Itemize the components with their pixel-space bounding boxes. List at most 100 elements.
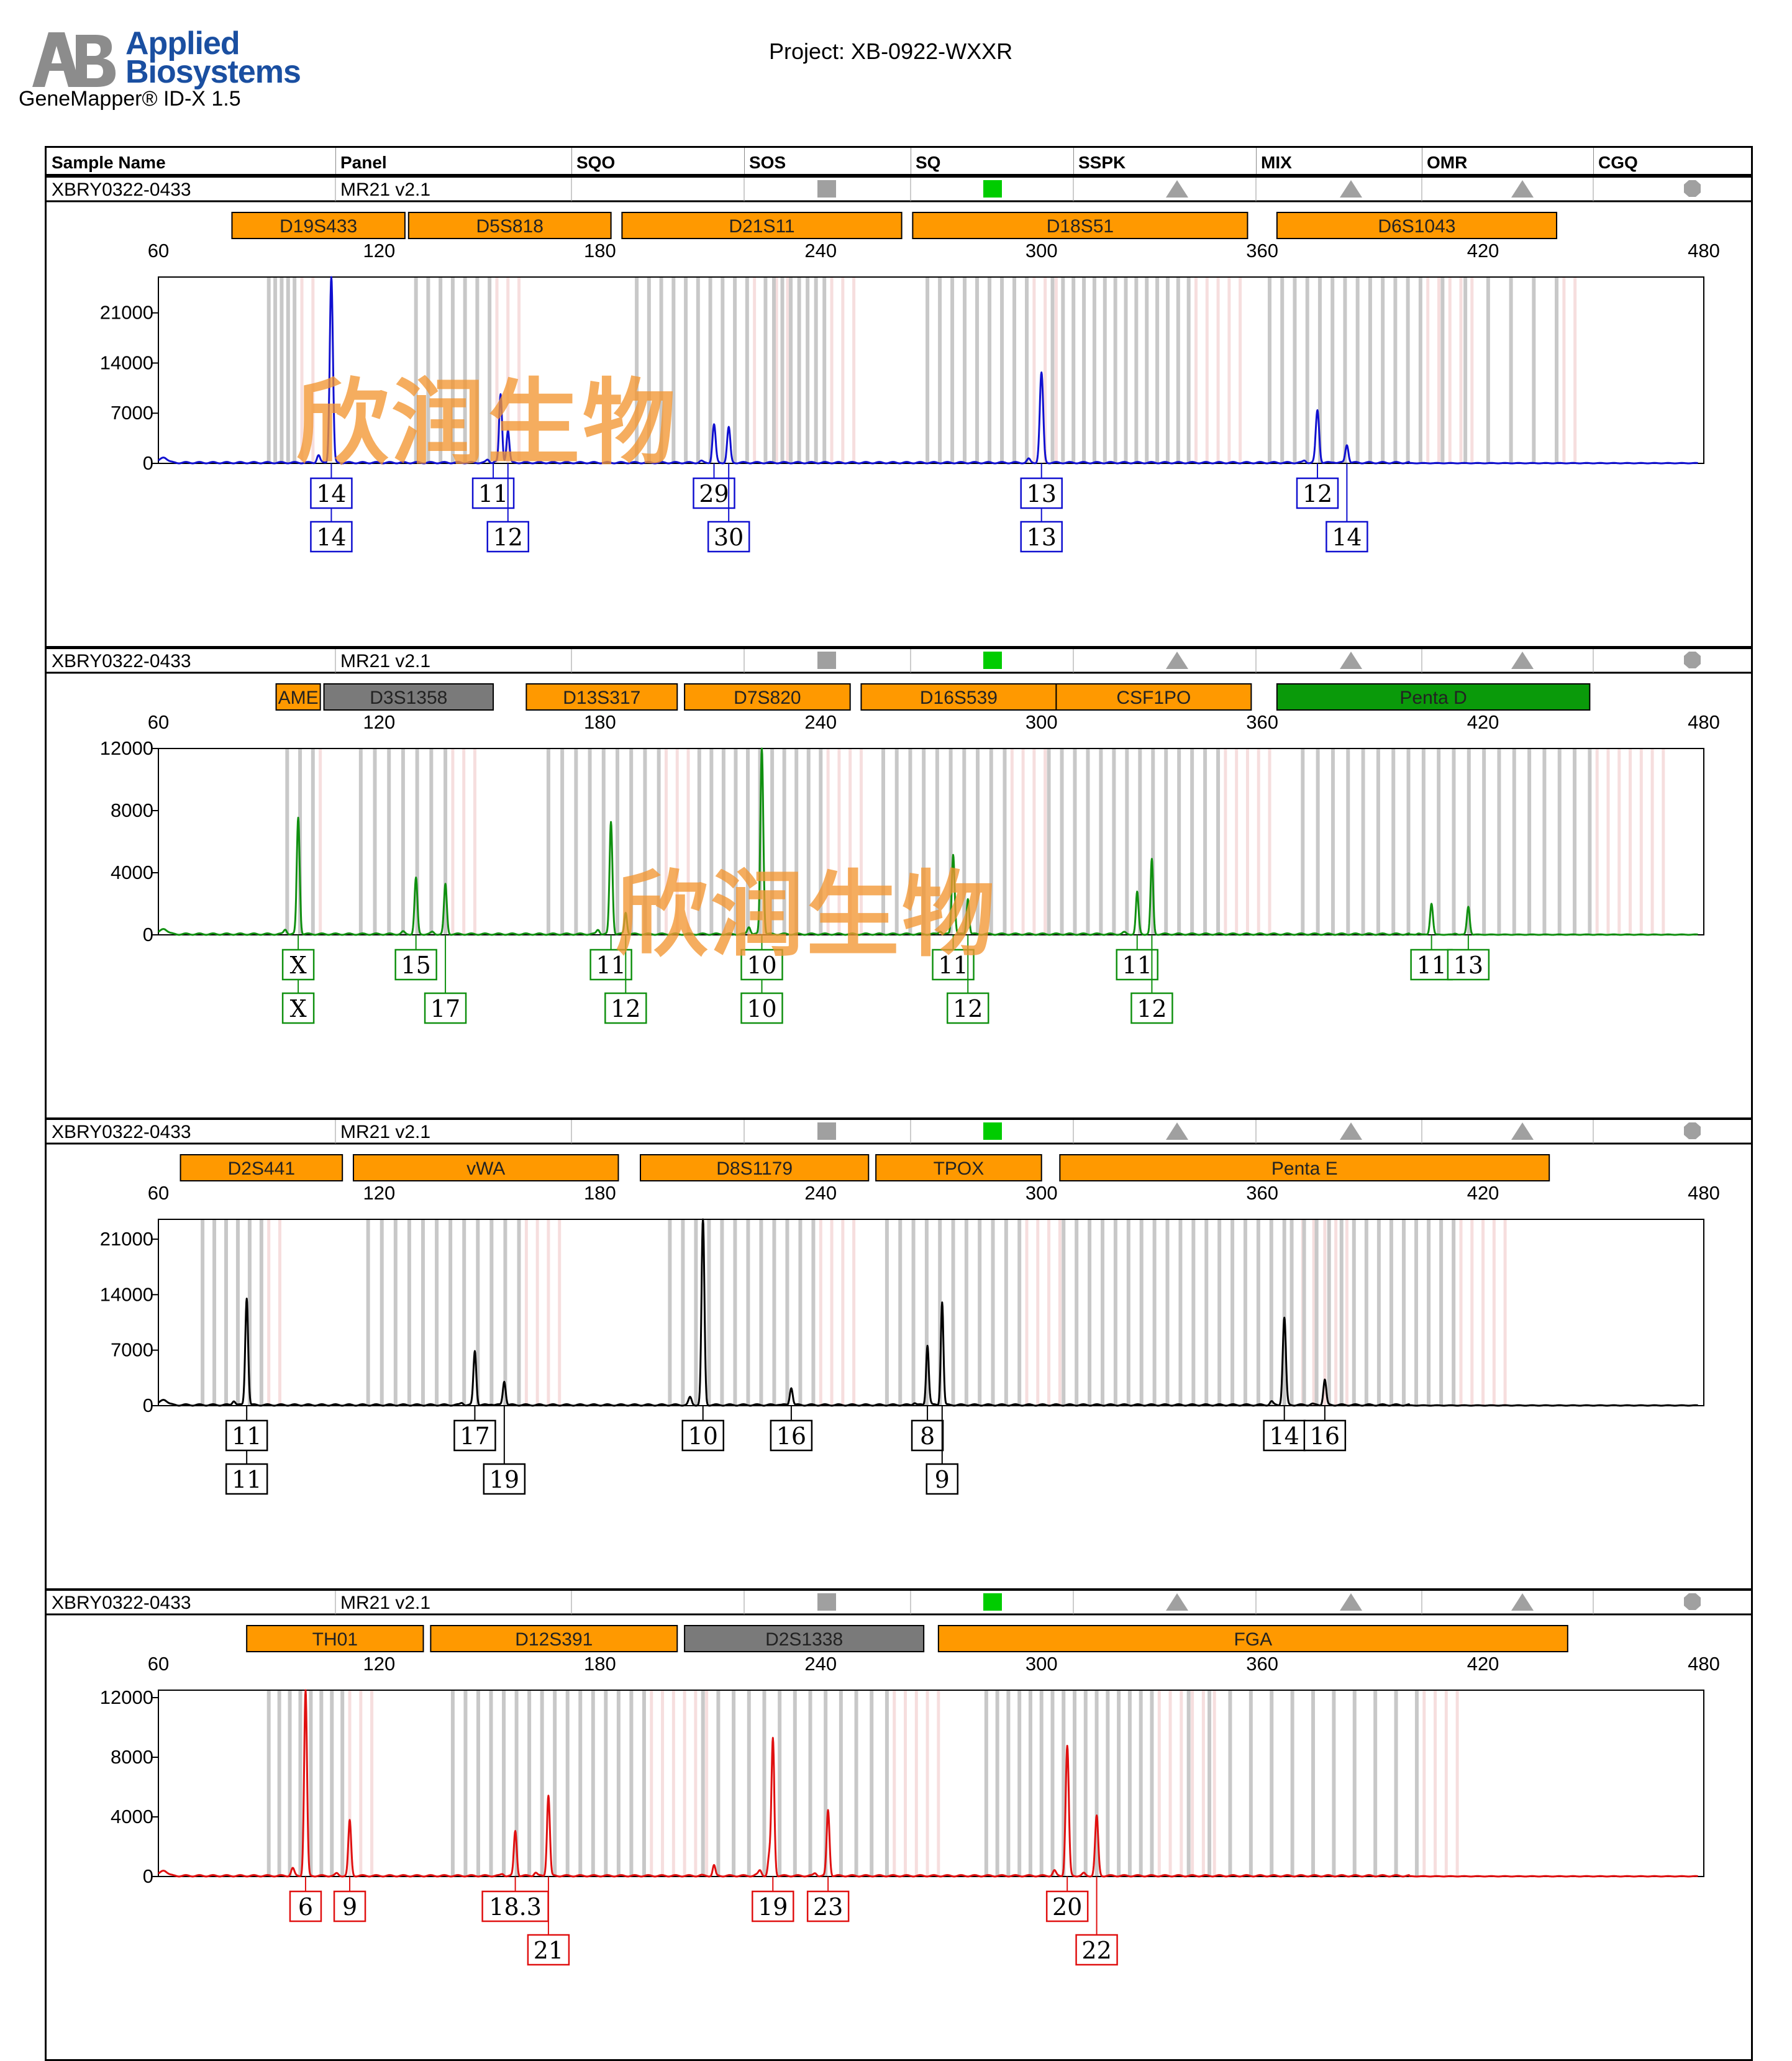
locus-label: D6S1043	[1378, 216, 1455, 237]
allele-call-label: 18.3	[489, 1893, 542, 1921]
allele-call-label: 6	[298, 1893, 313, 1921]
x-tick-label: 60	[148, 1182, 169, 1204]
allele-call-box	[424, 992, 467, 1024]
sample-name: XBRY0322-0433	[52, 1593, 191, 1613]
electropherogram-chart-red: XBRY0322-0433 MR21 v2.1 TH01 D12S391 D2S1338…	[47, 1591, 1751, 1966]
allele-call-label: 12	[493, 524, 523, 551]
y-tick-label: 14000	[100, 352, 153, 373]
sos-quality-square-icon	[817, 1593, 836, 1611]
allele-call-label: 29	[699, 480, 729, 507]
allele-call-label: 22	[1081, 1937, 1111, 1964]
allele-call-label: 10	[688, 1422, 718, 1450]
locus-label: AME	[278, 688, 319, 708]
locus-bar	[912, 212, 1248, 239]
allele-call-box	[453, 1419, 496, 1452]
y-tick-label: 8000	[111, 799, 153, 821]
panel-name: MR21 v2.1	[340, 651, 430, 671]
x-tick-label: 60	[148, 1653, 169, 1675]
sos-quality-square-icon	[817, 180, 836, 198]
y-tick-label: 21000	[100, 1228, 153, 1250]
allele-call-box	[225, 1463, 268, 1495]
allele-call-box	[310, 521, 353, 553]
allele-call-label: 15	[401, 952, 430, 979]
locus-label: Penta D	[1399, 688, 1467, 708]
y-tick-label: 21000	[100, 302, 153, 324]
x-tick-label: 60	[148, 711, 169, 733]
allele-call-box	[225, 1419, 268, 1452]
allele-call-label: 16	[776, 1422, 806, 1450]
x-tick-label: 180	[584, 1653, 616, 1675]
locus-bar	[875, 1154, 1042, 1181]
trace-line-blue	[158, 276, 1699, 465]
locus-label: D13S317	[563, 688, 640, 708]
allele-call-box	[471, 477, 515, 509]
x-tick-label: 420	[1467, 240, 1499, 262]
locus-label: D2S1338	[765, 1629, 843, 1650]
x-tick-label: 240	[804, 1182, 837, 1204]
x-tick-label: 300	[1026, 711, 1058, 733]
x-tick-label: 180	[584, 1182, 616, 1204]
x-tick-label: 300	[1026, 240, 1058, 262]
column-omr: OMR	[1427, 153, 1468, 172]
locus-bar	[430, 1625, 678, 1652]
locus-bar	[1055, 683, 1252, 711]
allele-call-label: 19	[758, 1893, 788, 1921]
allele-call-label: X	[290, 952, 307, 979]
cgq-quality-octagon-icon	[1684, 1122, 1701, 1139]
allele-call-label: 11	[232, 1422, 262, 1450]
column-header-row: Sample Name Panel SQO SOS SQ SSPK MIX OM…	[45, 146, 1753, 176]
plot-frame	[158, 276, 1704, 464]
mix-quality-triangle-icon	[1340, 180, 1362, 198]
locus-bar	[684, 1625, 925, 1652]
omr-quality-triangle-icon	[1511, 1593, 1534, 1611]
y-tick-label: 0	[143, 452, 153, 474]
trace-line-green	[158, 747, 1699, 936]
panel-name: MR21 v2.1	[340, 1122, 430, 1142]
x-tick-label: 360	[1246, 711, 1278, 733]
cgq-quality-octagon-icon	[1684, 652, 1701, 668]
panel-name: MR21 v2.1	[340, 1593, 430, 1613]
watermark-text: 欣润生物	[296, 368, 679, 478]
locus-bar	[1276, 683, 1591, 711]
allele-call-box	[483, 1463, 526, 1495]
y-tick-label: 7000	[111, 402, 153, 424]
locus-label: D16S539	[920, 688, 998, 708]
x-tick-label: 120	[363, 1653, 396, 1675]
locus-bar	[937, 1625, 1568, 1652]
x-tick-label: 480	[1688, 711, 1720, 733]
plot-frame	[158, 748, 1704, 935]
allele-call-label: 21	[534, 1937, 563, 1964]
allele-call-box	[926, 1463, 959, 1495]
locus-label: D19S433	[280, 216, 357, 237]
allele-call-box	[1045, 1890, 1089, 1922]
locus-label: D2S441	[228, 1158, 295, 1179]
allele-call-box	[394, 949, 437, 981]
locus-label: CSF1PO	[1116, 688, 1191, 708]
brand-name-line1: Applied	[125, 25, 240, 61]
locus-bar	[407, 212, 612, 239]
y-tick-label: 0	[143, 1394, 153, 1416]
x-tick-label: 240	[804, 240, 837, 262]
sos-quality-square-icon	[817, 1122, 836, 1140]
x-tick-label: 120	[363, 240, 396, 262]
software-version: GeneMapper® ID-X 1.5	[19, 87, 241, 111]
sq-quality-square-icon	[983, 180, 1002, 198]
sspk-quality-triangle-icon	[1166, 652, 1188, 669]
mix-quality-triangle-icon	[1340, 1593, 1362, 1611]
sq-quality-square-icon	[983, 652, 1002, 669]
allele-call-box	[1020, 521, 1063, 553]
x-tick-label: 60	[148, 240, 169, 262]
sample-name: XBRY0322-0433	[52, 180, 191, 200]
y-tick-label: 7000	[111, 1339, 153, 1361]
trace-line-black	[158, 1218, 1699, 1407]
sspk-quality-triangle-icon	[1166, 1593, 1188, 1611]
allele-call-label: 14	[1332, 524, 1362, 551]
allele-call-label: 14	[1270, 1422, 1299, 1450]
x-tick-label: 480	[1688, 1653, 1720, 1675]
project-title: Project: XB-0922-WXXR	[769, 39, 1013, 64]
locus-label: TPOX	[934, 1158, 985, 1179]
allele-call-label: 9	[342, 1893, 357, 1921]
locus-label: D12S391	[515, 1629, 593, 1650]
watermark-text: 欣润生物	[615, 860, 998, 970]
allele-call-box	[333, 1890, 366, 1922]
